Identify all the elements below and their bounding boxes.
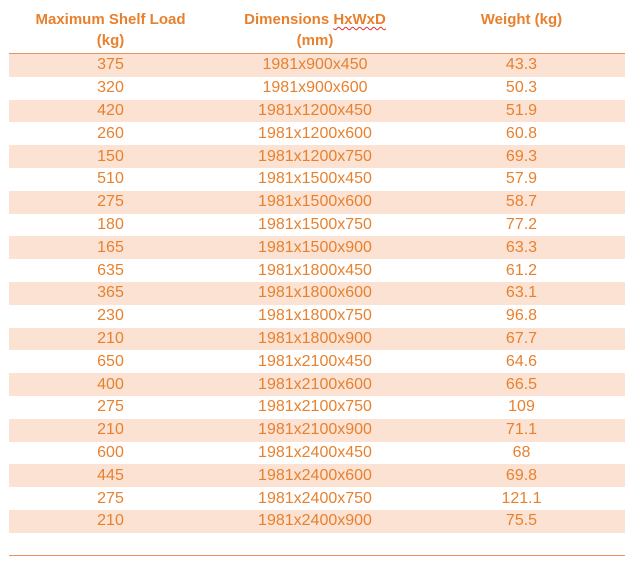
dimensions-cell: 1981x2400x750: [258, 489, 372, 507]
weight-cell: 51.9: [505, 101, 538, 119]
load-cell: 600: [97, 443, 124, 461]
dimensions-cell: 1981x900x450: [262, 56, 368, 74]
load-cell: 150: [97, 147, 124, 165]
header-weight: Weight (kg): [418, 0, 625, 53]
weight-cell: 96.8: [505, 307, 538, 325]
table-body: 375 1981x900x450 43.3 320 1981x900x600 50.3 42…: [9, 54, 625, 533]
dimensions-cell: 1981x2400x900: [258, 512, 372, 530]
dimensions-cell: 1981x2400x600: [258, 466, 372, 484]
weight-cell: 66.5: [505, 375, 538, 393]
weight-cell: 121.1: [501, 489, 542, 507]
header-dims-word: HxWxD: [333, 11, 386, 28]
load-cell: 635: [97, 261, 124, 279]
weight-cell: 50.3: [505, 79, 538, 97]
shelf-spec-table: Maximum Shelf Load (kg) Dimensions HxWxD…: [9, 0, 625, 533]
load-cell: 400: [97, 375, 124, 393]
dimensions-cell: 1981x1500x600: [258, 193, 372, 211]
dimensions-cell: 1981x2100x750: [258, 398, 372, 416]
dimensions-cell: 1981x1500x900: [258, 238, 372, 256]
weight-cell: 75.5: [505, 512, 538, 530]
dimensions-cell: 1981x1800x750: [258, 307, 372, 325]
weight-cell: 60.8: [505, 124, 538, 142]
table-row: 400 1981x2100x600 66.5: [9, 373, 625, 396]
load-cell: 180: [97, 215, 124, 233]
table-row: 600 1981x2400x450 68: [9, 442, 625, 465]
weight-cell: 69.8: [505, 466, 538, 484]
table-row: 210 1981x2100x900 71.1: [9, 418, 625, 442]
table-row: 230 1981x1800x750 96.8: [9, 305, 625, 328]
table-row: 420 1981x1200x450 51.9: [9, 99, 625, 123]
header-load-line1: Maximum Shelf Load: [35, 11, 186, 28]
dimensions-cell: 1981x2100x900: [258, 421, 372, 439]
dimensions-cell: 1981x1800x450: [258, 261, 372, 279]
table-row: 260 1981x1200x600 60.8: [9, 122, 625, 145]
dimensions-cell: 1981x1800x600: [258, 284, 372, 302]
header-weight-label: Weight (kg): [480, 11, 563, 28]
weight-cell: 69.3: [505, 147, 538, 165]
table-row: 275 1981x2100x750 109: [9, 396, 625, 419]
weight-cell: 68: [512, 443, 531, 461]
load-cell: 365: [97, 284, 124, 302]
header-dimensions: Dimensions HxWxD (mm): [212, 0, 418, 53]
weight-cell: 58.7: [505, 193, 538, 211]
table-row: 275 1981x1500x600 58.7: [9, 190, 625, 214]
load-cell: 165: [97, 238, 124, 256]
table-row: 510 1981x1500x450 57.9: [9, 168, 625, 191]
table-row: 375 1981x900x450 43.3: [9, 54, 625, 77]
weight-cell: 61.2: [505, 261, 538, 279]
table-row: 165 1981x1500x900 63.3: [9, 236, 625, 260]
load-cell: 510: [97, 170, 124, 188]
header-dims-line2: (mm): [296, 32, 334, 49]
load-cell: 375: [97, 56, 124, 74]
load-cell: 275: [97, 398, 124, 416]
weight-cell: 71.1: [505, 421, 538, 439]
dimensions-cell: 1981x2100x600: [258, 375, 372, 393]
load-cell: 320: [97, 79, 124, 97]
load-cell: 210: [97, 329, 124, 347]
table-row: 210 1981x2400x900 75.5: [9, 509, 625, 533]
weight-cell: 109: [508, 398, 535, 416]
header-max-shelf-load: Maximum Shelf Load (kg): [9, 0, 212, 53]
dimensions-cell: 1981x2400x450: [258, 443, 372, 461]
header-dims-line1: Dimensions HxWxD: [212, 9, 418, 30]
header-load-line2: (kg): [96, 32, 125, 49]
weight-cell: 63.1: [505, 284, 538, 302]
table-bottom-rule: [9, 555, 625, 556]
weight-cell: 43.3: [505, 56, 538, 74]
weight-cell: 57.9: [505, 170, 538, 188]
load-cell: 275: [97, 193, 124, 211]
table-row: 365 1981x1800x600 63.1: [9, 281, 625, 305]
load-cell: 275: [97, 489, 124, 507]
dimensions-cell: 1981x1200x600: [258, 124, 372, 142]
table-row: 275 1981x2400x750 121.1: [9, 487, 625, 510]
header-dims-prefix: Dimensions: [244, 11, 334, 28]
load-cell: 210: [97, 421, 124, 439]
table-row: 210 1981x1800x900 67.7: [9, 327, 625, 351]
load-cell: 420: [97, 101, 124, 119]
weight-cell: 64.6: [505, 352, 538, 370]
load-cell: 260: [97, 124, 124, 142]
table-row: 150 1981x1200x750 69.3: [9, 145, 625, 168]
dimensions-cell: 1981x1200x450: [258, 101, 372, 119]
table-header: Maximum Shelf Load (kg) Dimensions HxWxD…: [9, 0, 625, 54]
load-cell: 445: [97, 466, 124, 484]
dimensions-cell: 1981x1800x900: [258, 329, 372, 347]
table-row: 320 1981x900x600 50.3: [9, 77, 625, 100]
weight-cell: 67.7: [505, 329, 538, 347]
weight-cell: 63.3: [505, 238, 538, 256]
load-cell: 210: [97, 512, 124, 530]
dimensions-cell: 1981x1200x750: [258, 147, 372, 165]
table-row: 180 1981x1500x750 77.2: [9, 214, 625, 237]
table-row: 650 1981x2100x450 64.6: [9, 350, 625, 373]
dimensions-cell: 1981x1500x450: [258, 170, 372, 188]
dimensions-cell: 1981x1500x750: [258, 215, 372, 233]
load-cell: 650: [97, 352, 124, 370]
dimensions-cell: 1981x2100x450: [258, 352, 372, 370]
dimensions-cell: 1981x900x600: [262, 79, 368, 97]
table-row: 635 1981x1800x450 61.2: [9, 259, 625, 282]
weight-cell: 77.2: [505, 215, 538, 233]
table-row: 445 1981x2400x600 69.8: [9, 464, 625, 488]
load-cell: 230: [97, 307, 124, 325]
